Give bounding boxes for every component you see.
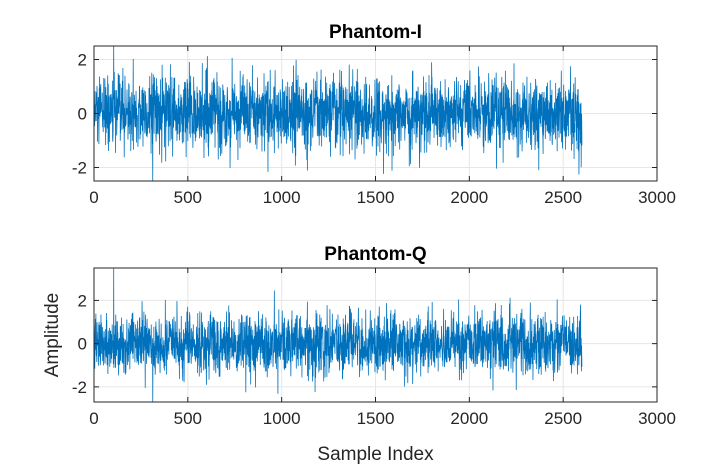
y-tick-label: 2 bbox=[78, 51, 87, 70]
x-tick-label: 2500 bbox=[544, 409, 582, 428]
x-tick-label: 2500 bbox=[544, 188, 582, 207]
x-axis-label: Sample Index bbox=[317, 444, 434, 465]
x-tick-label: 1000 bbox=[263, 188, 301, 207]
y-tick-label: -2 bbox=[72, 159, 87, 178]
x-tick-label: 3000 bbox=[638, 188, 676, 207]
x-tick-label: 3000 bbox=[638, 409, 676, 428]
y-tick-label: -2 bbox=[72, 378, 87, 397]
x-tick-label: 2000 bbox=[450, 409, 488, 428]
x-tick-label: 500 bbox=[174, 188, 202, 207]
series-line bbox=[93, 267, 583, 403]
y-axis-label: Amplitude bbox=[42, 293, 63, 378]
subplot-2: 0 500 1000 1500 2000 2500 3000-202Phantom-QSam… bbox=[42, 244, 676, 465]
chart-title: Phantom-I bbox=[329, 22, 422, 43]
x-tick-label: 0 bbox=[89, 409, 98, 428]
chart-title: Phantom-Q bbox=[324, 244, 426, 265]
x-tick-label: 1000 bbox=[263, 409, 301, 428]
x-tick-label: 1500 bbox=[357, 188, 395, 207]
y-tick-label: 0 bbox=[78, 105, 87, 124]
x-tick-label: 2000 bbox=[450, 188, 488, 207]
y-tick-label: 2 bbox=[78, 291, 87, 310]
x-tick-label: 0 bbox=[89, 188, 98, 207]
y-tick-label: 0 bbox=[78, 335, 87, 354]
series-line bbox=[93, 45, 583, 182]
x-tick-label: 500 bbox=[174, 409, 202, 428]
x-tick-label: 1500 bbox=[357, 409, 395, 428]
